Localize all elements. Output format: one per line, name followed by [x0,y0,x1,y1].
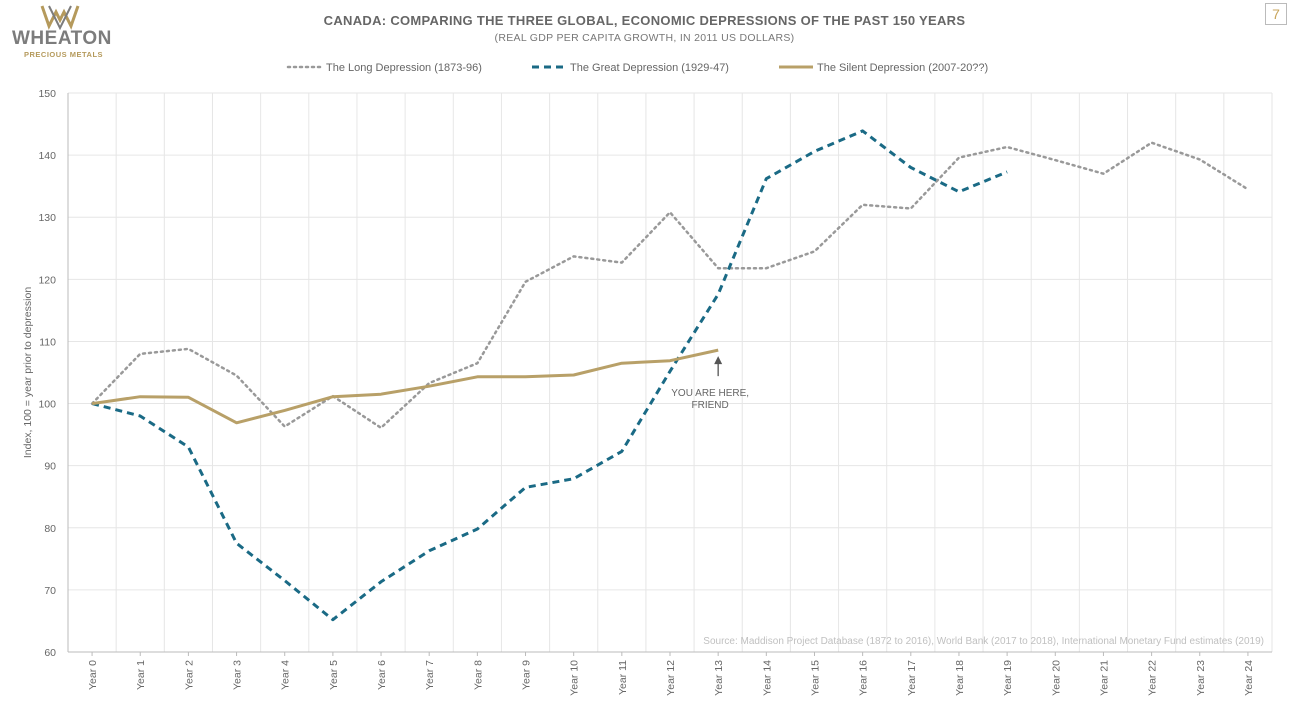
grid-lines [67,92,1273,653]
x-tick-label: Year 5 [328,660,340,690]
y-tick-label: 90 [44,461,56,473]
y-tick-label: 80 [44,523,56,535]
chart-subtitle: (REAL GDP PER CAPITA GROWTH, IN 2011 US … [494,32,795,44]
source-note: Source: Maddison Project Database (1872 … [703,636,1264,647]
logo-mark-icon [40,5,80,30]
legend-label: The Great Depression (1929-47) [570,62,729,74]
legend: The Long Depression (1873-96) The Great D… [286,62,988,74]
x-tick-label: Year 14 [761,660,773,696]
legend-label: The Long Depression (1873-96) [326,62,482,74]
annotation: YOU ARE HERE,FRIEND [671,356,749,411]
x-tick-label: Year 2 [183,660,195,690]
page-number: 7 [1265,3,1287,25]
y-tick-label: 140 [38,150,56,162]
x-tick-label: Year 13 [713,660,725,696]
x-tick-label: Year 21 [1098,660,1110,696]
series-line-3 [91,348,719,425]
y-axis-label: Index, 100 = year prior to depression [22,287,34,458]
y-tick-label: 130 [38,212,56,224]
x-tick-label: Year 3 [232,660,244,690]
x-tick-label: Year 7 [424,660,436,690]
x-tick-label: Year 11 [617,660,629,695]
x-tick-label: Year 17 [906,660,918,696]
x-tick-label: Year 8 [472,660,484,690]
logo-subtitle: PRECIOUS METALS [24,50,104,59]
x-tick-label: Year 16 [858,660,870,696]
y-tick-label: 100 [38,399,56,411]
y-tick-label: 70 [44,585,56,597]
x-tick-label: Year 22 [1147,660,1159,696]
series-line-2 [91,129,1008,622]
x-tick-label: Year 20 [1050,660,1062,696]
legend-label: The Silent Depression (2007-20??) [817,62,988,74]
series-lines [90,129,1250,622]
y-tick-label: 110 [39,336,56,348]
y-tick-label: 60 [44,647,56,659]
wheaton-logo: WHEATON PRECIOUS METALS [6,4,116,60]
x-tick-label: Year 15 [809,660,821,696]
x-tick-label: Year 18 [954,660,966,696]
annotation-text: YOU ARE HERE, [671,388,749,399]
x-tick-label: Year 6 [376,660,388,690]
annotation-arrow-icon [714,356,723,365]
x-tick-label: Year 0 [87,660,99,690]
chart-title: CANADA: COMPARING THE THREE GLOBAL, ECON… [323,13,966,28]
x-tick-label: Year 23 [1195,660,1207,696]
y-tick-label: 120 [38,274,56,286]
series-line-1 [90,141,1250,430]
x-tick-label: Year 10 [569,660,581,696]
y-tick-label: 150 [38,88,56,100]
y-tick-labels: 60 70 80 90 100 110 120 130 140 150 [38,88,56,659]
x-tick-label: Year 4 [280,660,292,690]
x-tick-label: Year 9 [521,660,533,690]
logo-wordmark: WHEATON [12,28,112,49]
annotation-text: FRIEND [692,400,729,411]
x-tick-label: Year 24 [1243,660,1255,696]
x-tick-label: Year 19 [1002,660,1014,696]
x-tick-labels: Year 0 Year 1 Year 2 Year 3 Year 4 Year 5 Year… [87,652,1255,696]
x-tick-label: Year 1 [135,660,147,690]
x-tick-label: Year 12 [665,660,677,696]
